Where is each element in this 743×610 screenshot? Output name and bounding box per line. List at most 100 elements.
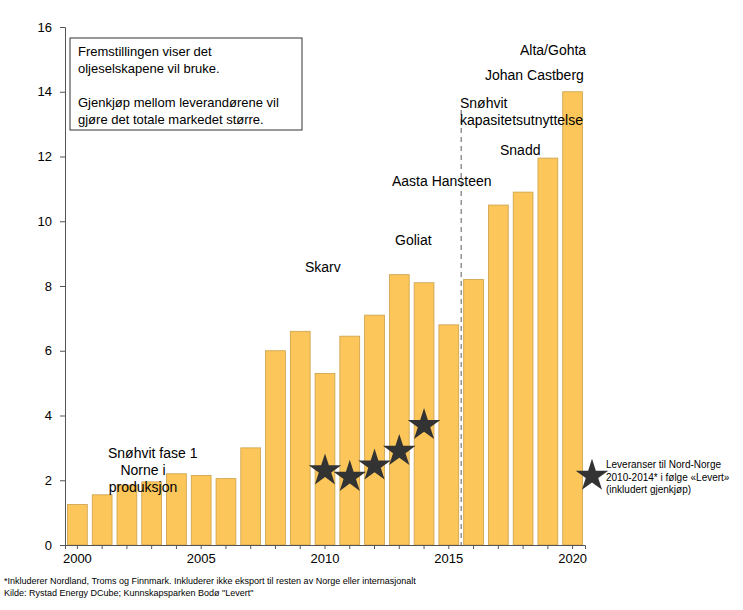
bar	[92, 495, 112, 545]
tick-mark	[60, 351, 65, 352]
tick-mark	[201, 545, 202, 549]
bar	[389, 275, 409, 545]
text-box: Fremstillingen viser det oljeselskapene v…	[70, 38, 302, 130]
bar	[266, 351, 286, 545]
text-box-line: Gjenkjøp mellom leverandørene vil	[78, 95, 279, 110]
tick-label: 16	[38, 20, 52, 35]
tick-mark	[547, 545, 548, 549]
axis-line	[66, 546, 586, 550]
bar	[340, 336, 360, 545]
tick-mark	[399, 545, 400, 549]
legend-symbol	[576, 459, 609, 490]
tick: 2	[45, 473, 65, 488]
legend-label: Leveranser til Nord-Norge2010-2014* i fø…	[606, 459, 730, 495]
tick-label: 2005	[187, 551, 216, 566]
tick-label: 2015	[434, 551, 463, 566]
tick	[399, 545, 400, 549]
tick-mark	[325, 545, 326, 549]
tick-mark	[151, 545, 152, 549]
tick	[102, 545, 103, 549]
tick-mark	[523, 545, 524, 549]
bar	[513, 192, 533, 545]
annotation: Alta/Gohta	[520, 42, 586, 58]
text-box-line: oljeselskapene vil bruke.	[78, 61, 220, 76]
tick-label: 12	[38, 149, 52, 164]
tick	[349, 545, 350, 549]
tick: 4	[45, 408, 65, 423]
tick-mark	[572, 545, 573, 549]
tick-mark	[473, 545, 474, 549]
tick	[547, 545, 548, 549]
tick	[176, 545, 177, 549]
tick-label: 2	[45, 473, 52, 488]
y-axis: 0246810121416	[38, 20, 66, 553]
tick: 14	[38, 84, 65, 99]
marker	[358, 449, 391, 480]
tick-mark	[126, 545, 127, 549]
tick-mark	[374, 545, 375, 549]
tick-mark	[300, 545, 301, 549]
marker	[383, 434, 416, 465]
annotation: Skarv	[305, 259, 341, 275]
annotation: Snadd	[500, 142, 540, 158]
tick-mark	[60, 416, 65, 417]
tick-mark	[60, 27, 65, 28]
bar	[290, 331, 310, 545]
footnote: *Inkluderer Nordland, Troms og Finnmark.…	[4, 576, 416, 586]
x-axis: 2000 2005 2010 2015 2020	[63, 545, 587, 566]
tick-mark	[60, 480, 65, 481]
text-box-frame	[70, 38, 302, 130]
text-box-line: Fremstillingen viser det	[78, 44, 212, 59]
marker	[309, 453, 342, 484]
marker	[333, 460, 366, 491]
bar	[563, 92, 583, 545]
tick-mark	[225, 545, 226, 549]
bar	[365, 315, 385, 545]
bar	[464, 280, 484, 545]
tick-mark	[250, 545, 251, 549]
tick-label: 14	[38, 84, 52, 99]
axis-line	[60, 28, 66, 546]
bar	[216, 479, 236, 545]
tick: 12	[38, 149, 65, 164]
tick: 8	[45, 279, 65, 294]
tick-mark	[60, 92, 65, 93]
annotation: Norne i	[120, 462, 165, 478]
marker	[408, 408, 441, 439]
tick-label: 2010	[311, 551, 340, 566]
tick-label: 2020	[558, 551, 587, 566]
tick: 2020	[558, 545, 587, 566]
tick	[151, 545, 152, 549]
tick	[250, 545, 251, 549]
annotation: Goliat	[395, 232, 432, 248]
tick-label: 10	[38, 214, 52, 229]
annotation: kapasitetsutnyttelse	[460, 112, 583, 128]
tick-mark	[77, 545, 78, 549]
bar	[538, 158, 558, 545]
tick-mark	[60, 545, 65, 546]
tick-mark	[424, 545, 425, 549]
plot-area	[67, 92, 582, 545]
tick-label: 8	[45, 279, 52, 294]
tick-mark	[176, 545, 177, 549]
tick-label: 2000	[63, 551, 92, 566]
tick	[300, 545, 301, 549]
footnote: Kilde: Rystad Energy DCube; Kunnskapspar…	[4, 588, 254, 598]
tick: 2010	[311, 545, 340, 566]
tick-mark	[448, 545, 449, 549]
bar	[241, 448, 261, 545]
bar	[191, 475, 211, 545]
tick	[126, 545, 127, 549]
tick-mark	[102, 545, 103, 549]
tick-mark	[349, 545, 350, 549]
annotation: Aasta Hansteen	[392, 173, 492, 189]
legend: Leveranser til Nord-Norge2010-2014* i fø…	[576, 459, 730, 495]
tick: 2000	[63, 545, 92, 566]
bar	[488, 205, 508, 545]
chart: 024681012141620002005201020152020Snøhvit…	[0, 0, 743, 610]
annotation: Snøhvit fase 1	[108, 445, 198, 461]
tick-mark	[60, 221, 65, 222]
tick-mark	[60, 157, 65, 158]
bar	[67, 505, 87, 545]
tick: 16	[38, 20, 65, 35]
